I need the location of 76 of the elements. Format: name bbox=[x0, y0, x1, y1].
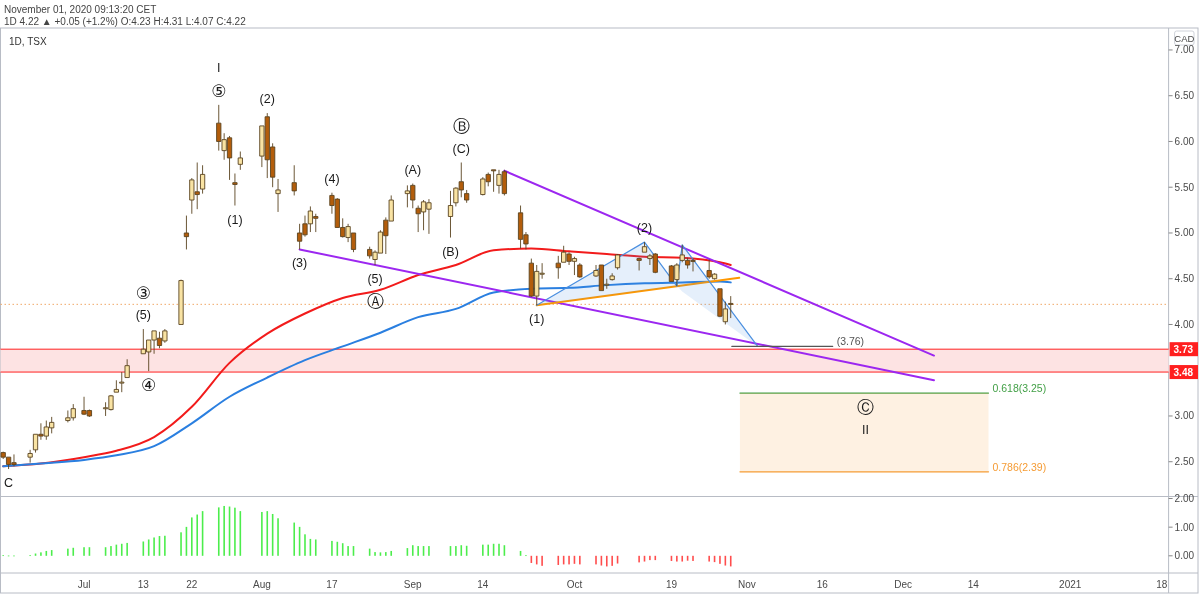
annotation: C bbox=[4, 476, 14, 491]
y-tick-label: 6.00 bbox=[1174, 135, 1195, 147]
x-tick-label: 14 bbox=[477, 578, 489, 590]
annotation: Ⓑ bbox=[452, 116, 470, 137]
x-tick-label: Aug bbox=[252, 578, 271, 590]
candlestick bbox=[641, 241, 648, 253]
y-tick-label: 3.00 bbox=[1174, 410, 1195, 422]
x-tick-label: 19 bbox=[665, 578, 678, 590]
candlestick bbox=[113, 379, 119, 393]
series-label: 0.618(3.25) bbox=[992, 382, 1047, 395]
x-tick-label: Sep bbox=[403, 578, 423, 590]
annotation: (5) bbox=[135, 308, 151, 323]
annotation: (A) bbox=[404, 162, 422, 177]
x-tick-label: 14 bbox=[967, 578, 980, 590]
candlestick bbox=[232, 173, 238, 206]
candlestick bbox=[27, 449, 33, 464]
candlestick bbox=[447, 190, 454, 238]
x-tick-label: 17 bbox=[326, 578, 338, 590]
text: 1D, TSX bbox=[9, 35, 47, 47]
x-tick-label: 2021 bbox=[1059, 578, 1082, 590]
x-tick-label: 22 bbox=[186, 578, 198, 590]
annotation: I bbox=[217, 61, 221, 76]
x-tick-label: 16 bbox=[816, 578, 829, 590]
candlestick bbox=[119, 371, 125, 393]
series-label: 0.786(2.39) bbox=[992, 460, 1047, 473]
candlestick bbox=[124, 358, 130, 378]
candlestick bbox=[491, 169, 497, 193]
y-axis-title: CAD bbox=[1174, 33, 1195, 44]
annotation: ⑤ bbox=[211, 80, 227, 101]
y-tick-label: 7.00 bbox=[1174, 44, 1195, 56]
ref-line-label: 3.48 bbox=[1173, 366, 1194, 378]
annotation: (3) bbox=[291, 256, 308, 271]
annotation: ③ bbox=[135, 282, 151, 303]
candlestick bbox=[555, 255, 561, 280]
candlestick bbox=[464, 189, 470, 204]
candlestick bbox=[178, 279, 184, 325]
ref-line-label: 3.73 bbox=[1173, 343, 1194, 355]
candlestick bbox=[291, 164, 297, 196]
annotation: (5) bbox=[367, 272, 383, 286]
annotation: (1) bbox=[529, 312, 545, 327]
annotation: II bbox=[861, 422, 869, 437]
candlestick bbox=[183, 215, 190, 250]
y-tick-label: 2.00 bbox=[1174, 493, 1195, 505]
candlestick bbox=[237, 151, 243, 171]
candlestick bbox=[199, 164, 206, 195]
x-tick-label: 13 bbox=[137, 578, 150, 590]
candlestick bbox=[275, 178, 281, 213]
annotation: (B) bbox=[442, 244, 459, 259]
y-tick-label: 5.00 bbox=[1174, 227, 1195, 239]
y-tick-label: 4.50 bbox=[1174, 273, 1195, 285]
x-tick-label: Nov bbox=[738, 578, 756, 590]
candlestick bbox=[636, 257, 642, 271]
y-tick-label: 4.00 bbox=[1174, 318, 1195, 330]
series-label: (3.76) bbox=[836, 335, 865, 348]
annotation: (1) bbox=[227, 212, 243, 227]
annotation: (4) bbox=[324, 171, 340, 186]
annotation: (2) bbox=[259, 92, 275, 107]
candlestick bbox=[609, 272, 615, 281]
candlestick bbox=[614, 253, 621, 271]
candlestick bbox=[577, 262, 583, 279]
x-tick-label: Dec bbox=[894, 578, 913, 590]
chart-subtitle: 1D 4.22 ▲ +0.05 (+1.2%) O:4.23 H:4.31 L:4.07 C:4.22 bbox=[4, 15, 247, 27]
y-tick-label: 1.00 bbox=[1174, 521, 1195, 533]
y-tick-label: 5.50 bbox=[1174, 181, 1195, 193]
y-tick-label: 2.50 bbox=[1174, 456, 1195, 468]
annotation: Ⓐ bbox=[366, 291, 384, 312]
annotation: (C) bbox=[452, 141, 470, 156]
x-tick-label: Oct bbox=[566, 578, 583, 590]
annotation: ④ bbox=[141, 375, 157, 396]
x-tick-label: 18 bbox=[1156, 578, 1168, 590]
x-tick-label: Jul bbox=[77, 578, 91, 590]
text: November 01, 2020 09:13:20 CET bbox=[4, 3, 157, 15]
y-tick-label: 6.50 bbox=[1174, 90, 1195, 102]
annotation: Ⓒ bbox=[856, 397, 874, 418]
candlestick bbox=[728, 295, 734, 319]
y-tick-label: 0.00 bbox=[1174, 550, 1195, 562]
